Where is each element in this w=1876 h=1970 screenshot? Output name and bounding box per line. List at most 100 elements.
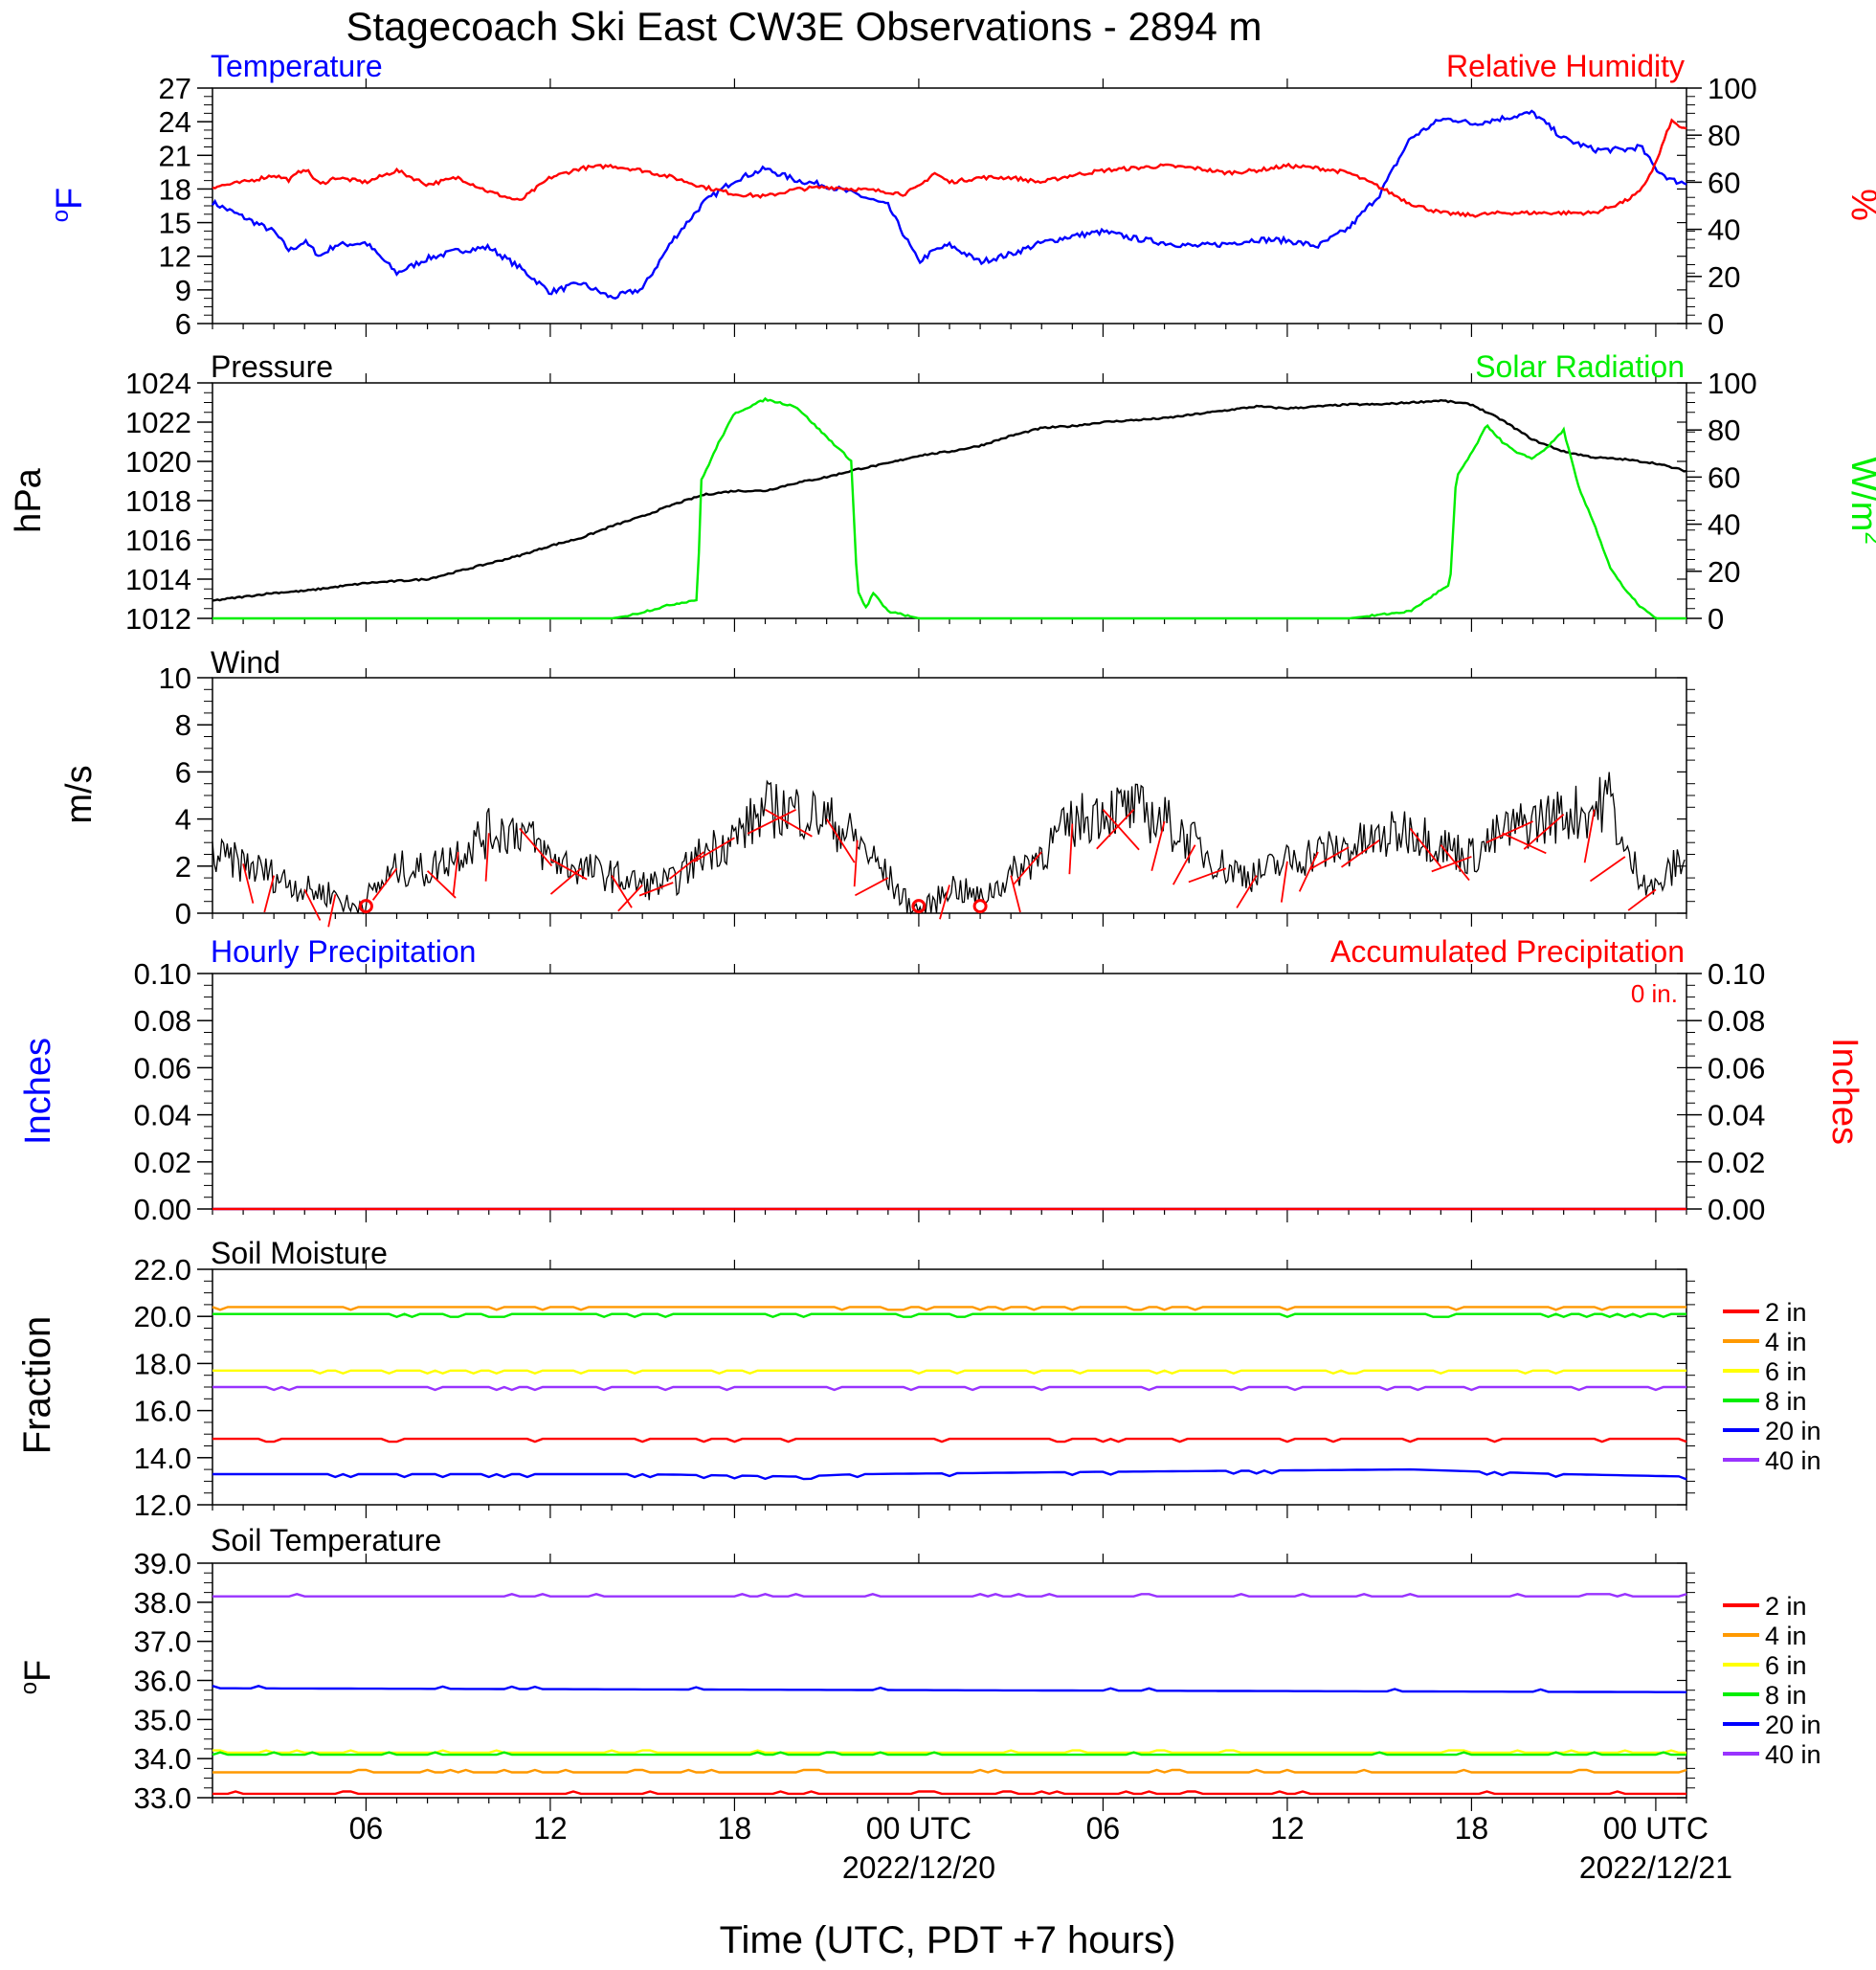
time-axis: 06 12 18 00 UTC 2022/12/20 06 12 18 00 UTC 2022/1… [349,1811,1732,1885]
left-tick-label: 24 [159,105,191,139]
series-line [212,1385,1686,1392]
right-tick-label: 100 [1708,72,1757,105]
temperature-panel-title: Temperature [211,49,383,83]
wind-barb [1627,888,1657,911]
plot-area-wind: 0 2 4 6 8 10 [159,661,1695,930]
time-tick-label: 18 [718,1811,752,1846]
wind-barb [1280,861,1288,903]
legend-label: 2 in [1765,1592,1807,1621]
wind-barb [452,851,459,896]
left-tick-label: 0.10 [134,957,191,991]
wind-panel-title: Wind [211,645,280,680]
plot-frame [212,382,1687,619]
wind-barb [1298,851,1319,892]
time-tick-label: 00 UTC [866,1811,972,1846]
right-tick-label: 40 [1708,213,1740,247]
right-tick-label: 0 [1708,602,1724,636]
left-tick-label: 2 [175,850,191,884]
series-line [212,1749,1686,1755]
time-date-label: 2022/12/21 [1579,1850,1732,1885]
wind-barb [1431,856,1472,873]
legend-label: 20 in [1765,1711,1821,1739]
plot-area-pressure-solar: 1012 1014 1016 1018 1020 1022 1024 0 20 40 60 80 100 [125,367,1757,636]
wind-barb [611,875,633,908]
left-tick-label: 33.0 [134,1781,191,1815]
left-tick-label: 15 [159,207,191,240]
series-line [212,1768,1687,1774]
legend-label: 20 in [1765,1417,1821,1445]
series-line [211,109,1687,300]
wind-barb [693,837,735,862]
right-tick-label: 0.08 [1708,1004,1765,1038]
wind-barb [371,867,398,901]
left-tick-label: 6 [175,307,191,341]
wind-barb [519,827,553,867]
wind-barb [426,870,457,899]
accum-precip-title: Accumulated Precipitation [1330,934,1685,969]
soil-moisture-title: Soil Moisture [211,1236,388,1270]
left-tick-label: 27 [159,72,191,105]
series-line [212,1685,1687,1693]
left-tick-label: 12 [159,240,191,274]
panel-pressure-solar: 1012 1014 1016 1018 1020 1022 1024 0 20 40 60 80 100… [9,349,1876,636]
solar-axis-label: W/m2 [1843,457,1876,544]
wind-barb [638,882,674,897]
accum-precip-value: 0 in. [1631,979,1678,1008]
time-tick-label: 12 [1270,1811,1305,1846]
left-tick-label: 1020 [125,445,191,479]
time-tick-label: 06 [1086,1811,1121,1846]
humidity-panel-title: Relative Humidity [1446,49,1685,83]
wind-barb [1523,814,1565,850]
right-tick-label: 80 [1708,119,1740,152]
left-tick-label: 14.0 [134,1442,191,1475]
left-tick-label: 0.00 [134,1193,191,1226]
time-axis-label: Time (UTC, PDT +7 hours) [720,1919,1176,1961]
temperature-axis-label: oF [48,188,90,223]
legend-label: 8 in [1765,1681,1807,1710]
figure-title: Stagecoach Ski East CW3E Observations - … [346,4,1262,49]
wind-barb [549,867,582,895]
left-tick-label: 21 [159,139,191,172]
right-tick-label: 0 [1708,307,1724,341]
left-tick-label: 8 [175,708,191,742]
wind-barb [825,818,856,863]
series-line [212,772,1686,915]
time-tick-label: 00 UTC [1603,1811,1708,1846]
left-tick-label: 0.04 [134,1099,191,1132]
legend-label: 4 in [1765,1622,1807,1650]
hourly-precip-axis-label: Inches [18,1038,58,1145]
plot-area-precipitation: 0.00 0.02 0.04 0.06 0.08 0.10 0.00 0.02 0.04 0.06… [134,957,1766,1226]
solar-panel-title: Solar Radiation [1475,349,1685,384]
wind-barb [1096,809,1135,850]
wind-barb [939,884,950,920]
wind-barb [765,808,813,838]
left-tick-label: 0.08 [134,1004,191,1038]
humidity-axis-label: % [1843,189,1876,221]
accum-precip-axis-label: Inches [1824,1038,1865,1145]
left-tick-label: 1012 [125,602,191,636]
left-tick-label: 6 [175,755,191,789]
legend-label: 6 in [1765,1651,1807,1680]
wind-barb [484,833,490,882]
series-line [212,1369,1686,1375]
series-line [212,396,1686,620]
series-line [212,398,1687,602]
panel-soil-moisture: 12.0 14.0 16.0 18.0 20.0 22.0 Soil Moisture F… [16,1236,1821,1522]
wind-barb [854,877,889,897]
right-tick-label: 80 [1708,414,1740,447]
time-date-label: 2022/12/20 [842,1850,995,1885]
series-line [212,1306,1686,1311]
series-line [212,1593,1687,1598]
time-tick-label: 06 [349,1811,384,1846]
left-tick-label: 18 [159,172,191,206]
left-tick-label: 4 [175,803,191,837]
left-tick-label: 39.0 [134,1547,191,1580]
left-tick-label: 10 [159,661,191,695]
right-tick-label: 0.00 [1708,1193,1765,1226]
wind-barb [242,863,255,904]
wind-barb [1502,832,1547,855]
